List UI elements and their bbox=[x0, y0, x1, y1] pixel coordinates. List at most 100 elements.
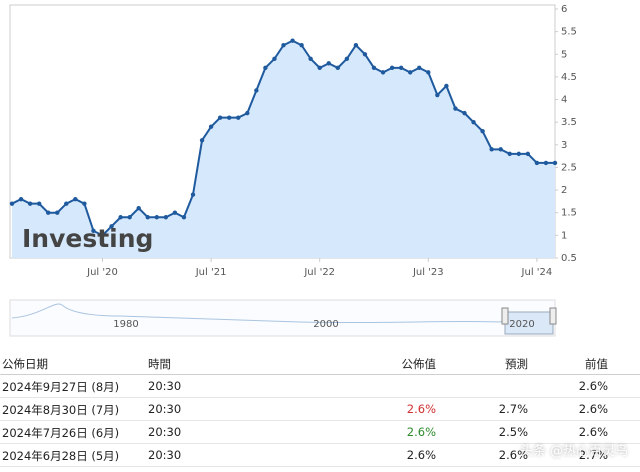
y-tick-label: 5.5 bbox=[561, 27, 577, 38]
point bbox=[217, 115, 223, 120]
point bbox=[73, 196, 78, 202]
x-tick-label: Jul '24 bbox=[521, 267, 553, 278]
point bbox=[552, 160, 558, 166]
point bbox=[308, 56, 313, 61]
point bbox=[435, 92, 440, 98]
point bbox=[64, 201, 69, 206]
point bbox=[9, 201, 15, 206]
point bbox=[227, 115, 232, 120]
point bbox=[199, 138, 205, 143]
chart: Investing 1980 2000 2020 0.5 1 1.5 2 2.5 3 3.5… bbox=[9, 4, 577, 337]
navigator-line bbox=[11, 303, 555, 324]
x-tick-label: Jul '20 bbox=[86, 267, 118, 278]
point bbox=[27, 201, 33, 206]
y-tick-label: 2 bbox=[561, 185, 567, 196]
point bbox=[118, 215, 123, 220]
y-tick-label: 4.5 bbox=[561, 72, 577, 83]
point bbox=[145, 215, 150, 220]
cell: 20:30 bbox=[148, 379, 182, 393]
point bbox=[489, 147, 494, 152]
navigator-handle[interactable] bbox=[549, 307, 557, 325]
table: 公佈日期 時間 公佈值 預測 前值 2024年9月27日 (8月) 20:30 2.6% 202… bbox=[0, 352, 640, 467]
cell: 2.6% bbox=[406, 448, 436, 462]
point bbox=[480, 129, 485, 134]
point bbox=[181, 215, 187, 220]
table-row: 2024年6月28日 (5月) 20:30 2.6% 2.6% 2.7% bbox=[0, 444, 640, 467]
point bbox=[100, 233, 105, 238]
table-header: 公佈日期 時間 公佈值 預測 前值 bbox=[0, 352, 640, 375]
point bbox=[245, 110, 250, 116]
y-tick-label: 0.5 bbox=[561, 253, 577, 264]
watermark: 头条 @热心百灵鸟 bbox=[519, 444, 628, 459]
cell: 2.6% bbox=[498, 448, 528, 462]
point bbox=[353, 43, 359, 48]
table-row: 2024年9月27日 (8月) 20:30 2.6% bbox=[0, 375, 640, 398]
point bbox=[254, 88, 259, 93]
point bbox=[362, 52, 368, 57]
point bbox=[462, 110, 467, 116]
point bbox=[344, 56, 350, 61]
y-tick-label: 3.5 bbox=[561, 117, 577, 128]
navigator bbox=[9, 299, 556, 337]
point bbox=[525, 151, 531, 157]
point bbox=[172, 210, 178, 215]
y-tick-label: 6 bbox=[561, 4, 567, 15]
navigator-handle[interactable] bbox=[501, 307, 509, 325]
cell: 2.7% bbox=[498, 402, 528, 416]
area bbox=[12, 40, 555, 258]
point bbox=[290, 38, 295, 43]
point bbox=[163, 215, 169, 220]
header-cell: 公佈值 bbox=[401, 357, 437, 371]
point bbox=[417, 65, 422, 71]
cell: 2.5% bbox=[498, 425, 528, 439]
point bbox=[299, 43, 304, 48]
logo: Investing bbox=[22, 224, 153, 253]
cell: 2024年6月28日 (5月) bbox=[2, 449, 120, 463]
point bbox=[326, 61, 331, 66]
point bbox=[208, 124, 214, 129]
point bbox=[317, 65, 322, 71]
cell: 2.6% bbox=[406, 425, 436, 439]
cell: 2.6% bbox=[578, 402, 608, 416]
cell: 2024年9月27日 (8月) bbox=[2, 380, 120, 394]
y-tick-label: 1 bbox=[561, 230, 567, 241]
point bbox=[91, 228, 96, 234]
point bbox=[380, 70, 386, 75]
x-tick-label: Jul '22 bbox=[303, 267, 335, 278]
y-tick-label: 1.5 bbox=[561, 208, 577, 219]
point bbox=[18, 196, 24, 202]
point bbox=[507, 151, 512, 157]
point bbox=[109, 224, 114, 229]
cell: 2024年8月30日 (7月) bbox=[2, 403, 120, 417]
point bbox=[444, 83, 449, 89]
cell: 20:30 bbox=[148, 402, 182, 416]
y-tick-label: 4 bbox=[561, 95, 567, 106]
navigator-label: 1980 bbox=[113, 319, 138, 330]
y-tick-label: 5 bbox=[561, 49, 567, 60]
point bbox=[190, 192, 196, 197]
point bbox=[543, 160, 549, 166]
point bbox=[127, 215, 132, 220]
point bbox=[82, 201, 87, 206]
point bbox=[36, 201, 42, 206]
cell: 2.7% bbox=[578, 448, 608, 462]
point bbox=[453, 106, 458, 111]
x-tick-label: Jul '21 bbox=[195, 267, 227, 278]
y-tick-label: 2.5 bbox=[561, 162, 577, 173]
point bbox=[516, 151, 521, 157]
x-tick-label: Jul '23 bbox=[412, 267, 444, 278]
cell: 2.6% bbox=[578, 425, 608, 439]
header-cell: 公佈日期 bbox=[2, 357, 48, 371]
cell: 20:30 bbox=[148, 425, 182, 439]
table-row: 2024年7月26日 (6月) 20:30 2.6% 2.5% 2.6% bbox=[0, 421, 640, 444]
cell: 2.6% bbox=[406, 402, 436, 416]
point bbox=[498, 147, 503, 152]
point bbox=[136, 206, 141, 211]
cell: 2024年7月26日 (6月) bbox=[2, 426, 120, 440]
point bbox=[389, 65, 395, 71]
point bbox=[534, 160, 540, 166]
point bbox=[46, 210, 51, 215]
table-row: 2024年8月30日 (7月) 20:30 2.6% 2.7% 2.6% bbox=[0, 398, 640, 421]
y-tick-label: 3 bbox=[561, 140, 567, 151]
